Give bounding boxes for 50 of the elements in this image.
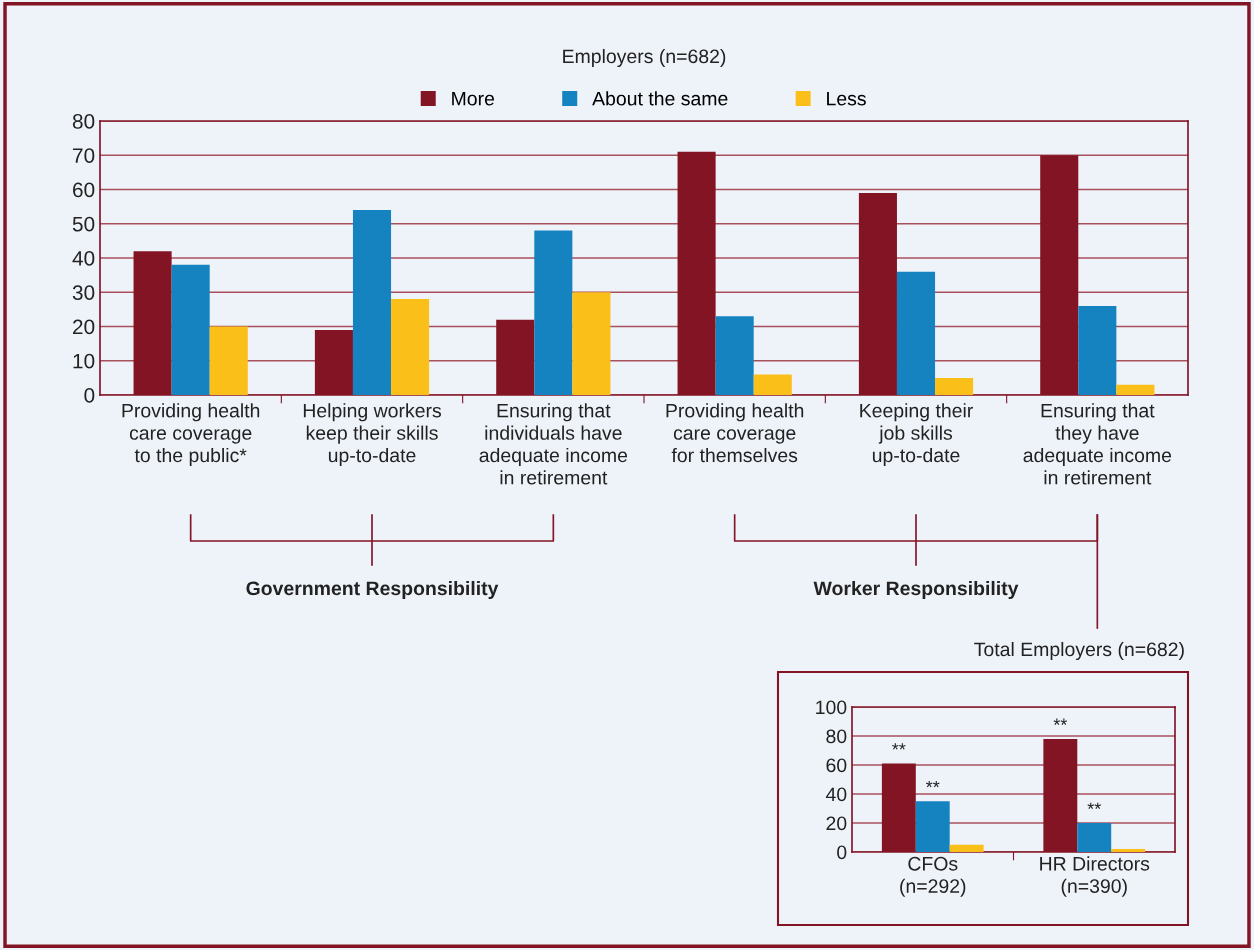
y-tick-label: 60 [73,182,95,198]
bar [753,374,792,395]
bar [1077,823,1112,852]
bar [209,326,248,395]
y-tick-label: 40 [72,251,95,266]
bar [572,292,611,395]
data-label: ** [892,743,906,750]
bar [915,801,950,852]
legend-label: More [452,91,495,106]
data-label: ** [1053,718,1068,725]
y-tick-label: 60 [826,758,847,773]
y-tick-label: 30 [72,285,95,300]
bar [935,377,974,395]
bar [1111,849,1146,852]
x-tick-label: Ensuring that individuals have adequate income in retirement [479,403,628,485]
bar [896,271,936,395]
bar [1116,384,1155,395]
bar [715,316,754,395]
x-tick-label: CFOs (n=292) [900,856,966,897]
x-tick-label: Ensuring that they have adequate income in retirement [1023,403,1172,485]
x-tick-label: Providing health care coverage for themselves [666,403,804,463]
y-tick-label: 20 [73,319,95,335]
x-tick-label: HR Directors (n=390) [1040,856,1150,897]
bar [352,210,392,395]
y-tick-label: 20 [826,816,847,831]
bar [171,264,210,395]
legend-label: Less [827,91,866,106]
y-tick-label: 80 [826,729,847,744]
y-tick-label: 80 [72,114,95,129]
legend-label: About the same [592,91,728,106]
chart-title: Total Employers (n=682) [974,641,1184,661]
text: Worker Responsibility [813,580,1019,600]
y-tick-label: 70 [73,148,95,163]
x-tick-label: Helping workers keep their skills up-to-date [303,403,441,467]
chart-title: Employers (n=682) [563,48,726,68]
data-label: ** [926,780,940,788]
y-tick-label: 0 [837,845,847,860]
bar [949,844,984,852]
y-tick-label: 0 [84,388,95,403]
y-tick-label: 40 [825,787,847,802]
data-label: ** [1087,802,1101,809]
bar [1078,305,1117,395]
y-tick-label: 10 [73,353,95,369]
bar [534,230,573,395]
y-tick-label: 100 [816,700,847,715]
bar [391,299,430,395]
x-tick-label: Providing health care coverage to the public* [122,403,260,467]
y-tick-label: 50 [72,216,95,232]
text: Government Responsibility [246,580,499,600]
x-tick-label: Keeping their job skills up-to-date [860,403,973,467]
